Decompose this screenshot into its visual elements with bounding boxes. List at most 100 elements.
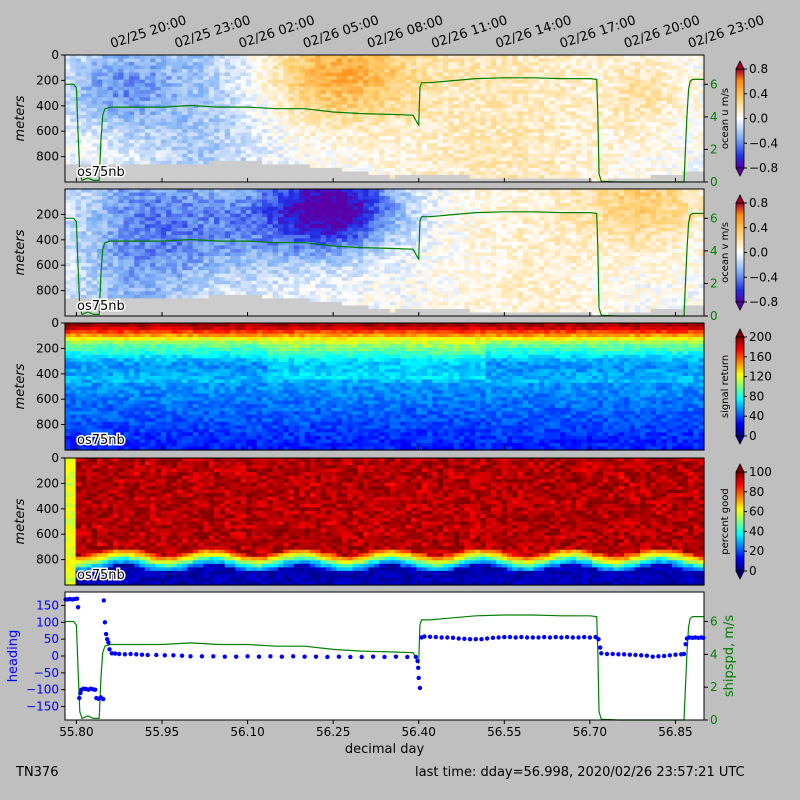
heatmap-cell [230, 125, 236, 130]
heatmap-cell [666, 153, 673, 158]
heatmap-cell [182, 90, 189, 95]
heatmap-cell [251, 178, 258, 183]
heatmap-cell [160, 90, 167, 95]
heatmap-cell [309, 143, 316, 148]
heatmap-cell [448, 86, 455, 91]
heatmap-cell [448, 62, 455, 67]
heatmap-cell [501, 167, 508, 173]
heatmap-cell [411, 157, 418, 162]
heatmap-cell [144, 122, 151, 127]
heatmap-cell [341, 157, 348, 162]
heatmap-cell [320, 125, 327, 130]
heatmap-cell [176, 97, 183, 102]
heatmap-cell [565, 125, 572, 130]
heatmap-cell [411, 150, 418, 155]
heatmap-cell [427, 93, 434, 98]
heatmap-cell [528, 111, 535, 116]
heatmap-cell [533, 160, 540, 165]
heatmap-cell [102, 118, 109, 123]
heatmap-cell [208, 111, 215, 116]
heatmap-cell [506, 125, 513, 130]
heatmap-cell [70, 79, 77, 84]
heatmap-cell [155, 167, 162, 173]
heatmap-cell [96, 136, 103, 141]
heatmap-cell [666, 62, 673, 67]
heatmap-cell [608, 86, 615, 91]
heatmap-cell [464, 72, 471, 77]
heatmap-cell [352, 139, 359, 144]
heatmap-cell [368, 65, 375, 70]
heatmap-cell [549, 107, 556, 113]
heatmap-cell [214, 62, 221, 67]
heatmap-cell [70, 301, 77, 307]
heatmap-cell [480, 83, 487, 88]
heatmap-cell [91, 62, 98, 67]
heatmap-cell [86, 132, 93, 137]
heatmap-cell [96, 241, 103, 247]
heatmap-cell [389, 79, 396, 84]
heatmap-cell [309, 58, 316, 63]
heatmap-cell [437, 132, 444, 137]
heatmap-cell [224, 79, 231, 84]
heatmap-cell [565, 132, 572, 137]
heatmap-cell [432, 62, 439, 67]
heatmap-cell [118, 79, 125, 84]
heatmap-cell [315, 171, 322, 176]
heatmap-cell [139, 86, 146, 91]
heatmap-cell [656, 69, 662, 74]
heatmap-cell [171, 136, 178, 141]
heatmap-cell [544, 153, 551, 158]
heatmap-cell [336, 62, 343, 67]
heatmap-cell [565, 58, 572, 63]
heatmap-cell [80, 206, 87, 211]
heatmap-cell [464, 76, 471, 81]
heatmap-cell [320, 143, 327, 148]
heatmap-cell [256, 132, 263, 137]
heatmap-cell [384, 55, 391, 60]
heatmap-cell [267, 139, 274, 144]
heatmap-cell [176, 86, 183, 91]
heatmap-cell [570, 160, 577, 165]
heatmap-cell [352, 76, 359, 81]
heatmap-cell [688, 79, 694, 84]
heatmap-cell [405, 125, 412, 130]
heatmap-cell [565, 150, 572, 155]
heatmap-cell [278, 58, 284, 63]
heatmap-cell [443, 86, 449, 91]
heatmap-cell [517, 79, 524, 84]
heatmap-cell [693, 72, 700, 77]
heatmap-cell [123, 139, 130, 144]
heatmap-cell [235, 125, 242, 130]
heatmap-cell [357, 174, 364, 180]
heatmap-cell [86, 256, 93, 261]
heatmap-cell [469, 132, 476, 137]
heatmap-cell [395, 146, 402, 151]
heatmap-cell [134, 160, 141, 165]
heatmap-cell [155, 125, 162, 130]
heatmap-cell [144, 90, 151, 95]
heatmap-cell [182, 58, 189, 63]
heatmap-cell [363, 153, 370, 158]
heatmap-cell [443, 167, 449, 173]
heatmap-cell [554, 83, 561, 88]
heatmap-cell [336, 93, 343, 98]
heatmap-cell [602, 143, 609, 148]
heatmap-cell [352, 174, 359, 180]
heatmap-cell [112, 273, 119, 278]
heatmap-cell [299, 72, 306, 77]
heatmap-cell [432, 167, 439, 173]
heatmap-cell [96, 62, 103, 67]
heatmap-cell [421, 114, 428, 120]
heatmap-cell [400, 90, 407, 95]
heatmap-cell [139, 210, 146, 215]
heatmap-cell [70, 153, 77, 158]
heatmap-cell [112, 210, 119, 215]
heatmap-cell [432, 69, 439, 74]
heatmap-cell [341, 143, 348, 148]
heatmap-cell [102, 114, 109, 120]
heatmap-cell [278, 107, 284, 113]
heatmap-cell [118, 234, 125, 239]
heatmap-cell [650, 146, 657, 151]
heatmap-cell [262, 157, 268, 162]
heatmap-cell [427, 55, 434, 60]
